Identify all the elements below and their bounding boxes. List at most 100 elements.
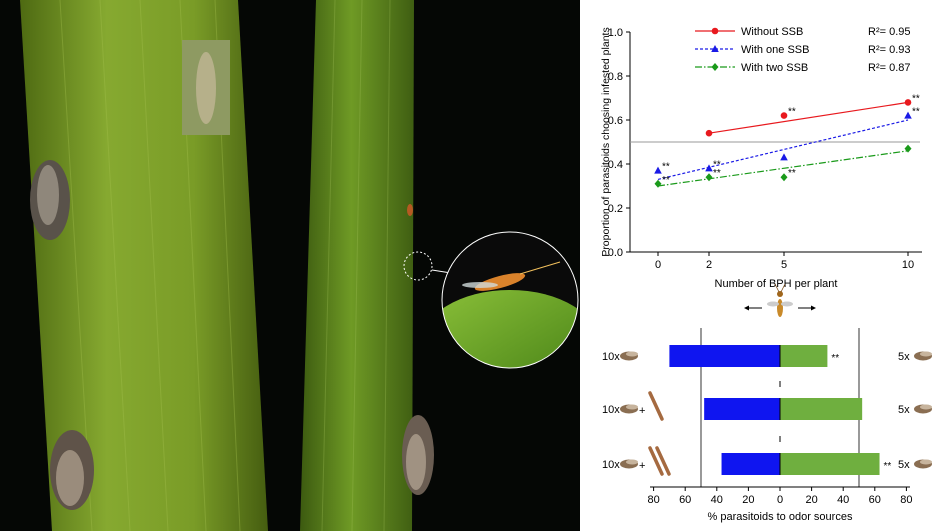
significance-label: ** — [713, 168, 721, 179]
planthopper-icon — [914, 351, 932, 361]
left-arrow-icon — [744, 305, 762, 311]
right-count-label: 5x — [898, 459, 910, 471]
series-triangle: ** **** — [654, 107, 920, 180]
parasitoid-highlight-circle — [403, 251, 433, 281]
planthopper-icon — [620, 351, 638, 361]
planthopper-icon — [620, 459, 638, 469]
y-tick-label: 1.0 — [608, 27, 623, 39]
bar-left — [704, 398, 780, 420]
stem-borer-larva-icon — [648, 446, 664, 476]
significance-label: ** — [788, 168, 796, 179]
plus-sign: + — [639, 405, 645, 417]
significance-label: ** — [884, 461, 892, 472]
planthopper-icon — [914, 459, 932, 469]
left-count-label: 10x — [602, 404, 620, 416]
r-squared-label: R²= 0.87 — [868, 62, 911, 74]
plus-sign: + — [639, 460, 645, 472]
x-tick-label: 5 — [781, 259, 787, 271]
x-tick-label: 80 — [900, 494, 912, 506]
legend-label: With two SSB — [741, 62, 808, 74]
magnified-parasitoid-inset — [442, 232, 578, 368]
bar-right — [780, 398, 863, 420]
data-point — [705, 129, 713, 137]
stem-borer-larva-icon — [655, 446, 671, 476]
legend-marker — [711, 63, 719, 71]
planthopper — [50, 430, 94, 510]
photo-panel — [0, 0, 580, 531]
data-point — [705, 164, 713, 172]
rice-stem-right — [300, 0, 414, 531]
legend-marker — [711, 45, 719, 52]
bar-right — [780, 453, 880, 475]
left-count-label: 10x — [602, 351, 620, 363]
fit-line — [657, 119, 909, 180]
wasp-icon — [767, 283, 793, 317]
y-tick-label: 0.4 — [608, 159, 623, 171]
legend-item: Without SSB R²= 0.95 — [695, 26, 911, 38]
legend-item: With one SSB R²= 0.93 — [695, 44, 911, 56]
planthopper — [402, 415, 434, 495]
fit-line — [657, 150, 909, 187]
series-circle: ** ** — [705, 93, 920, 137]
data-point — [705, 173, 713, 182]
legend-label: Without SSB — [741, 26, 803, 38]
x-tick-label: 20 — [742, 494, 754, 506]
data-point — [904, 111, 912, 119]
series-diamond: **** ** — [654, 144, 912, 188]
x-axis: 0 2 5 10 — [630, 251, 922, 271]
bar-row: 10x +5x — [602, 381, 932, 421]
significance-label: ** — [662, 162, 670, 173]
fit-line — [708, 101, 909, 134]
planthopper-icon — [914, 404, 932, 414]
data-point — [654, 179, 662, 188]
x-tick-label: 80 — [647, 494, 659, 506]
legend-label: With one SSB — [741, 44, 809, 56]
line-chart: 0.0 0.2 0.4 0.6 0.8 1.0 0 2 5 10 Proportion of p… — [600, 26, 922, 290]
x-axis-title: Number of BPH per plant — [715, 278, 838, 290]
x-tick-label: 10 — [902, 259, 914, 271]
stem-borer-larva-icon — [648, 391, 664, 421]
x-tick-label: 60 — [679, 494, 691, 506]
bar-row: ** 10x 5x — [602, 345, 932, 367]
y-axis-title: Proportion of parasitoids choosing infes… — [600, 27, 612, 256]
data-point — [654, 166, 662, 174]
data-point — [904, 99, 912, 106]
data-point — [780, 173, 788, 182]
planthopper-icon — [620, 404, 638, 414]
significance-label: ** — [788, 107, 796, 118]
data-point — [780, 112, 788, 119]
bar-row: ** 10x +5x — [602, 436, 932, 476]
x-tick-label: 60 — [869, 494, 881, 506]
y-tick-label: 0.0 — [608, 247, 623, 259]
y-tick-label: 0.6 — [608, 115, 623, 127]
x-tick-label: 20 — [805, 494, 817, 506]
legend-marker — [711, 27, 719, 35]
x-tick-label: 0 — [655, 259, 661, 271]
right-count-label: 5x — [898, 351, 910, 363]
planthopper — [30, 160, 70, 240]
significance-label: ** — [713, 159, 721, 170]
data-point — [780, 153, 788, 161]
x-tick-label: 40 — [711, 494, 723, 506]
right-count-label: 5x — [898, 404, 910, 416]
x-axis-title: % parasitoids to odor sources — [708, 511, 853, 523]
left-count-label: 10x — [602, 459, 620, 471]
x-tick-label: 0 — [777, 494, 783, 506]
x-tick-label: 40 — [837, 494, 849, 506]
legend-item: With two SSB R²= 0.87 — [695, 62, 911, 74]
r-squared-label: R²= 0.93 — [868, 44, 911, 56]
bar-left — [669, 345, 780, 367]
significance-label: ** — [662, 175, 670, 186]
data-point — [904, 144, 912, 153]
x-tick-label: 2 — [706, 259, 712, 271]
significance-label: ** — [831, 353, 839, 364]
y-axis: 0.0 0.2 0.4 0.6 0.8 1.0 — [608, 27, 631, 259]
y-tick-label: 0.2 — [608, 203, 623, 215]
right-arrow-icon — [798, 305, 816, 311]
r-squared-label: R²= 0.95 — [868, 26, 911, 38]
significance-label: ** — [912, 93, 920, 104]
bar-right — [780, 345, 828, 367]
y-tick-label: 0.8 — [608, 71, 623, 83]
significance-label: ** — [912, 107, 920, 118]
